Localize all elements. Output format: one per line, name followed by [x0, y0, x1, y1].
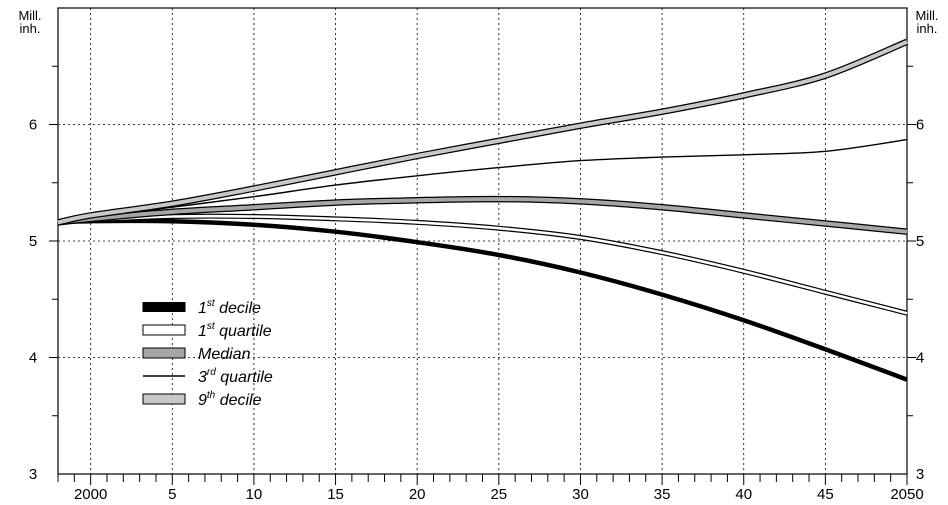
- y-tick-label-left: 4: [29, 350, 37, 367]
- x-tick-label: 30: [572, 486, 589, 503]
- series-line: [57, 213, 908, 316]
- series-5: [57, 38, 909, 226]
- legend-label: 3rd quartile: [198, 367, 273, 386]
- x-tick-label: 5: [168, 486, 176, 503]
- y-axis-unit-left-line1: Mill.: [18, 8, 41, 23]
- legend-item: 3rd quartile: [143, 367, 273, 386]
- y-axis-unit-left-line2: inh.: [20, 21, 41, 36]
- y-tick-label-left: 6: [29, 117, 37, 134]
- x-tick-label: 40: [735, 486, 752, 503]
- y-axis-unit-right-line2: inh.: [917, 21, 938, 36]
- legend-label: 1st decile: [198, 298, 261, 317]
- legend-label: Median: [198, 346, 251, 363]
- legend-item: 1st quartile: [142, 321, 272, 340]
- series-4: [57, 138, 908, 224]
- legend-swatch: [142, 324, 186, 336]
- x-tick-label: 20: [409, 486, 426, 503]
- y-axis-tick-labels: 3 3 4 4 5 5 6 6: [29, 117, 924, 484]
- legend-label: 9th decile: [198, 390, 262, 409]
- y-tick-label-right: 4: [916, 350, 924, 367]
- y-tick-label-right: 5: [916, 233, 924, 250]
- legend-label: 1st quartile: [198, 321, 272, 340]
- series-line-fill: [57, 214, 908, 315]
- series-line-fill: [57, 39, 908, 225]
- y-tick-label-right: 3: [916, 466, 924, 483]
- series-lines: [57, 38, 909, 382]
- series-line: [57, 138, 908, 224]
- series-2: [57, 213, 908, 316]
- x-axis-tick-labels: 2000 5 10 15 20 25 30 35 40 45 2050: [74, 486, 924, 503]
- y-axis-unit-right-line1: Mill.: [915, 8, 938, 23]
- x-tick-label: 10: [246, 486, 263, 503]
- series-3: [57, 195, 908, 235]
- y-tick-label-left: 3: [29, 466, 37, 483]
- series-1: [57, 218, 908, 382]
- series-line: [57, 38, 909, 226]
- axis-ticks: [49, 65, 916, 485]
- y-tick-label-left: 5: [29, 233, 37, 250]
- legend-swatch: [142, 302, 186, 312]
- x-tick-label: 15: [327, 486, 344, 503]
- legend-swatch: [142, 393, 186, 405]
- legend-item: 9th decile: [142, 390, 262, 409]
- x-tick-label: 2050: [890, 486, 923, 503]
- x-tick-label: 2000: [74, 486, 107, 503]
- legend-item: 1st decile: [142, 298, 261, 317]
- legend: 1st decile 1st quartile Median 3rd quartile…: [142, 298, 273, 409]
- series-line-fill: [57, 197, 908, 234]
- x-tick-label: 35: [654, 486, 671, 503]
- x-tick-label: 45: [817, 486, 834, 503]
- y-tick-label-right: 6: [916, 117, 924, 134]
- x-tick-label: 25: [490, 486, 507, 503]
- series-line: [57, 218, 908, 382]
- gridlines: [58, 8, 907, 474]
- legend-swatch: [142, 347, 186, 359]
- legend-item: Median: [142, 346, 251, 363]
